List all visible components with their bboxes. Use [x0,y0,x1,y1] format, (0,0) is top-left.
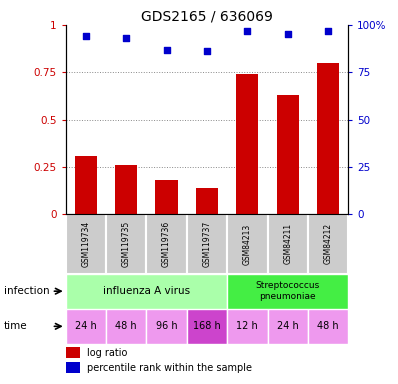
Point [123,35,129,41]
Bar [308,309,348,344]
Bar [66,214,106,274]
Bar [267,309,308,344]
Text: GSM84211: GSM84211 [283,223,292,265]
Text: GSM119734: GSM119734 [81,221,90,267]
Text: 48 h: 48 h [115,321,137,331]
Bar [227,274,348,309]
Bar [317,63,339,214]
Bar [187,214,227,274]
Bar [106,214,146,274]
Point [244,28,250,34]
Bar [227,214,267,274]
Bar [236,74,258,214]
Bar [196,188,218,214]
Text: GSM119736: GSM119736 [162,221,171,267]
Bar [267,214,308,274]
Bar [66,347,80,359]
Bar [308,214,348,274]
Text: 24 h: 24 h [75,321,97,331]
Text: GSM84212: GSM84212 [324,223,333,265]
Bar [146,309,187,344]
Bar [187,309,227,344]
Bar [75,156,97,214]
Text: GSM119735: GSM119735 [122,221,131,267]
Point [164,46,170,53]
Text: 48 h: 48 h [317,321,339,331]
Text: Streptococcus
pneumoniae: Streptococcus pneumoniae [256,281,320,301]
Text: 168 h: 168 h [193,321,221,331]
Title: GDS2165 / 636069: GDS2165 / 636069 [141,10,273,24]
Bar [66,362,80,373]
Text: log ratio: log ratio [87,348,127,358]
Bar [106,309,146,344]
Text: infection: infection [4,286,50,296]
Text: GSM119737: GSM119737 [203,221,211,267]
Text: GSM84213: GSM84213 [243,223,252,265]
Text: influenza A virus: influenza A virus [103,286,190,296]
Bar [156,180,178,214]
Text: 24 h: 24 h [277,321,298,331]
Bar [66,309,106,344]
Point [83,33,89,40]
Text: 12 h: 12 h [236,321,258,331]
Point [285,31,291,38]
Bar [227,309,267,344]
Text: 96 h: 96 h [156,321,178,331]
Point [325,28,331,34]
Text: time: time [4,321,27,331]
Point [204,48,210,55]
Bar [66,274,227,309]
Bar [146,214,187,274]
Bar [277,95,299,214]
Text: percentile rank within the sample: percentile rank within the sample [87,362,252,372]
Bar [115,165,137,214]
